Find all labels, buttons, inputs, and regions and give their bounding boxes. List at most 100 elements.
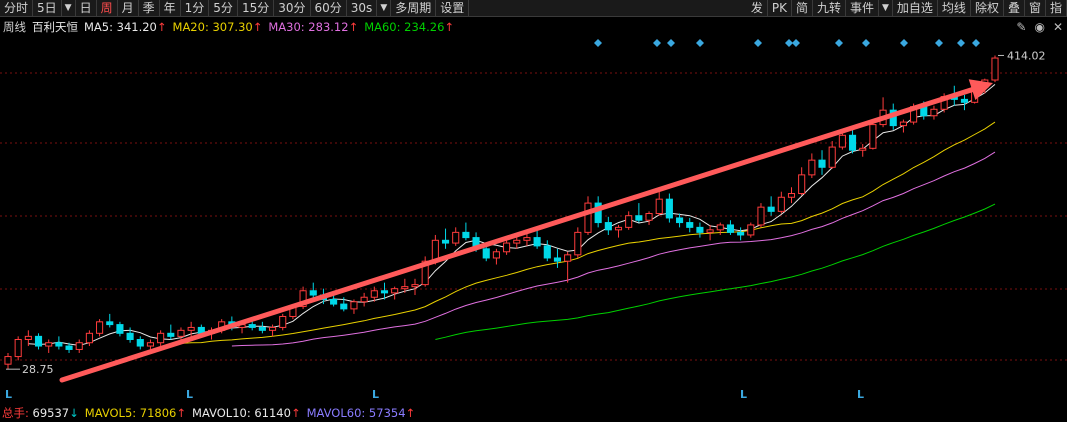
candle-body <box>421 260 429 286</box>
candle-body <box>543 245 551 259</box>
candle-body <box>757 206 765 226</box>
stock-name: 百利天恒 <box>32 19 78 34</box>
toolbar-right-item-1[interactable]: PK <box>768 0 792 16</box>
chevron-down-icon[interactable]: ▼ <box>62 0 76 16</box>
ma60-value: MA60: 234.26↑ <box>364 19 455 34</box>
signal-diamond-icon <box>957 39 965 47</box>
candle-body <box>401 286 409 290</box>
signal-diamond-icon <box>792 39 800 47</box>
eye-icon[interactable]: ◉ <box>1034 19 1045 34</box>
toolbar-left-item-5[interactable]: 季 <box>139 0 160 16</box>
candle-body <box>45 342 53 347</box>
edit-icon[interactable]: ✎ <box>1016 19 1027 34</box>
trend-arrow-head <box>968 79 993 101</box>
candle-body <box>737 231 745 236</box>
candle-body <box>126 332 134 341</box>
signal-diamond-icon <box>862 39 870 47</box>
candle-body <box>391 288 399 294</box>
candle-body <box>269 326 277 331</box>
candle-body <box>523 237 531 241</box>
candle-body <box>930 108 938 117</box>
candle-body <box>248 324 256 328</box>
mavol60-value: MAVOL60: 57354↑ <box>306 406 416 420</box>
candle-body <box>85 332 93 344</box>
candle-body <box>75 342 83 350</box>
ma30-line <box>231 151 996 347</box>
mavol10-value: MAVOL10: 61140↑ <box>192 406 301 420</box>
candle-body <box>848 134 857 151</box>
toolbar-right-item-3[interactable]: 九转 <box>813 0 846 16</box>
candle-body <box>370 290 378 298</box>
toolbar-spacer <box>469 0 747 16</box>
candle-body <box>452 231 460 244</box>
candle-body <box>594 202 602 224</box>
chevron-down-icon[interactable]: ▼ <box>879 0 893 16</box>
min-price-label: 28.75 <box>22 363 54 376</box>
toolbar-left-item-6[interactable]: 年 <box>160 0 181 16</box>
candle-body <box>635 215 643 221</box>
toolbar-left-item-10[interactable]: 30分 <box>274 0 311 16</box>
candle-body <box>584 202 592 233</box>
toolbar-left-item-2[interactable]: 日 <box>76 0 97 16</box>
candle-body <box>676 217 684 224</box>
candle-body <box>777 196 785 212</box>
toolbar-left-item-9[interactable]: 15分 <box>238 0 275 16</box>
candle-body <box>462 231 470 239</box>
candle-body <box>136 339 144 347</box>
candle-body <box>625 215 633 228</box>
toolbar-right-item-9[interactable]: 窗 <box>1025 0 1046 16</box>
signal-diamond-icon <box>900 39 908 47</box>
candle-body <box>492 251 500 259</box>
max-price-label: 414.02 <box>1007 49 1046 62</box>
signal-diamond-icon <box>835 39 843 47</box>
trend-arrow-shaft <box>59 87 975 383</box>
toolbar-right-item-4[interactable]: 事件 <box>846 0 879 16</box>
toolbar-left-item-7[interactable]: 1分 <box>181 0 210 16</box>
toolbar-right-item-0[interactable]: 发 <box>747 0 768 16</box>
toolbar-left-item-3[interactable]: 周 <box>97 0 118 16</box>
kline-chart[interactable]: 414.02 28.75 L L L L L <box>0 35 1067 403</box>
toolbar-right-item-7[interactable]: 除权 <box>971 0 1004 16</box>
signal-diamond-icon <box>935 39 943 47</box>
ma20-line <box>170 121 996 345</box>
candle-body <box>899 121 907 127</box>
candle-body <box>706 229 714 233</box>
toolbar-left-item-8[interactable]: 5分 <box>209 0 238 16</box>
toolbar-right-item-6[interactable]: 均线 <box>938 0 971 16</box>
toolbar-right-item-8[interactable]: 叠 <box>1004 0 1025 16</box>
candle-body <box>645 213 653 221</box>
candle-body <box>696 226 704 233</box>
candle-body <box>96 321 104 334</box>
toolbar-left-item-1[interactable]: 5日 <box>33 0 62 16</box>
candle-body <box>614 226 623 231</box>
toolbar-right-item-10[interactable]: 指 <box>1046 0 1067 16</box>
candle-body <box>747 224 755 236</box>
candle-body <box>665 198 673 219</box>
chevron-down-icon[interactable]: ▼ <box>377 0 392 16</box>
toolbar-right-item-2[interactable]: 简 <box>792 0 813 16</box>
signal-diamond-icon <box>667 39 675 47</box>
candle-body <box>604 222 612 231</box>
candle-body <box>380 290 389 294</box>
candle-body <box>838 134 846 148</box>
toolbar-left-item-12[interactable]: 30s <box>347 0 378 16</box>
candle-body <box>686 222 694 228</box>
candle-body <box>991 57 999 81</box>
signal-diamond-icon <box>785 39 793 47</box>
toolbar-left-item-11[interactable]: 60分 <box>311 0 347 16</box>
l-marker-4: L <box>857 388 864 401</box>
candle-body <box>258 326 266 331</box>
toolbar-left-item-14[interactable]: 设置 <box>436 0 470 16</box>
candle-body <box>106 321 114 326</box>
candle-body <box>116 324 124 334</box>
candle-body <box>309 290 317 296</box>
toolbar-left-item-4[interactable]: 月 <box>118 0 139 16</box>
ma30-value: MA30: 283.12↑ <box>268 19 359 34</box>
toolbar-left-item-0[interactable]: 分时 <box>0 0 34 16</box>
toolbar-right-item-5[interactable]: 加自选 <box>893 0 938 16</box>
toolbar-left-item-13[interactable]: 多周期 <box>391 0 437 16</box>
candle-body <box>787 193 796 198</box>
candle-body <box>574 231 582 256</box>
candle-body <box>24 335 32 341</box>
close-icon[interactable]: ✕ <box>1052 19 1063 34</box>
